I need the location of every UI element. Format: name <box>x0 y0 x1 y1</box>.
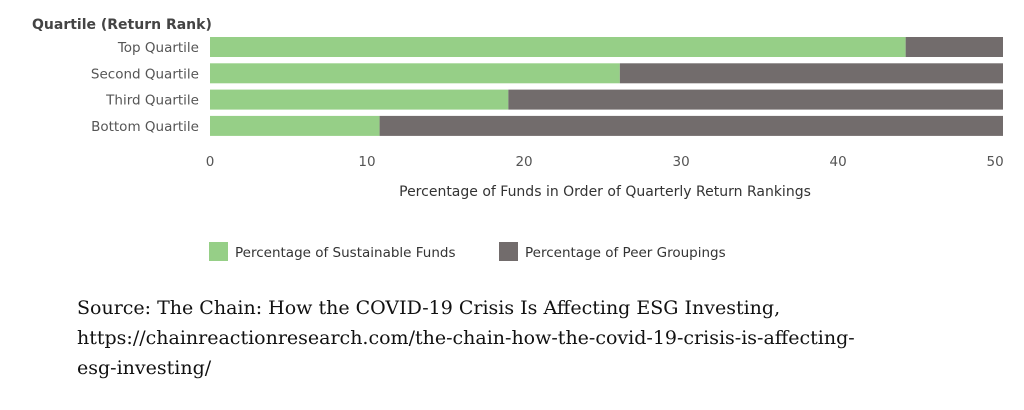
x-tick-50: 50 <box>987 154 1004 170</box>
x-tick-labels: 0 10 20 30 40 50 <box>206 154 1004 170</box>
bar-sustainable-2 <box>210 89 509 110</box>
category-labels: Top Quartile Second Quartile Third Quartil… <box>91 40 199 135</box>
legend-label-peer: Percentage of Peer Groupings <box>525 245 726 261</box>
x-tick-30: 30 <box>672 154 689 170</box>
x-tick-20: 20 <box>515 154 532 170</box>
bars-group <box>210 37 1004 136</box>
bar-peer-0 <box>905 37 1003 57</box>
y-axis-title: Quartile (Return Rank) <box>32 17 212 33</box>
legend-label-sustainable: Percentage of Sustainable Funds <box>235 245 456 261</box>
source-url-line: https://chainreactionresearch.com/the-ch… <box>77 327 855 349</box>
category-label-0: Top Quartile <box>117 40 199 56</box>
category-label-3: Bottom Quartile <box>91 119 199 135</box>
bar-peer-1 <box>619 63 1003 84</box>
x-tick-40: 40 <box>830 154 847 170</box>
bar-sustainable-0 <box>210 37 906 57</box>
stacked-bar-chart: Quartile (Return Rank) Top Quartile Secon… <box>32 17 1004 261</box>
bar-sustainable-3 <box>210 115 380 136</box>
bar-peer-3 <box>379 115 1004 136</box>
legend: Percentage of Sustainable Funds Percenta… <box>209 242 726 261</box>
bar-sustainable-1 <box>210 63 620 84</box>
x-tick-0: 0 <box>206 154 215 170</box>
source-citation: Source: The Chain: How the COVID-19 Cris… <box>77 293 1007 383</box>
legend-swatch-sustainable <box>209 242 228 261</box>
legend-swatch-peer <box>499 242 518 261</box>
source-url-line-end: esg-investing/ <box>77 357 212 379</box>
source-line-1: Source: The Chain: How the COVID-19 Cris… <box>77 297 781 319</box>
x-axis-title: Percentage of Funds in Order of Quarterl… <box>399 184 811 200</box>
category-label-2: Third Quartile <box>105 93 199 109</box>
bar-peer-2 <box>508 89 1003 110</box>
x-tick-10: 10 <box>358 154 375 170</box>
category-label-1: Second Quartile <box>91 66 199 82</box>
